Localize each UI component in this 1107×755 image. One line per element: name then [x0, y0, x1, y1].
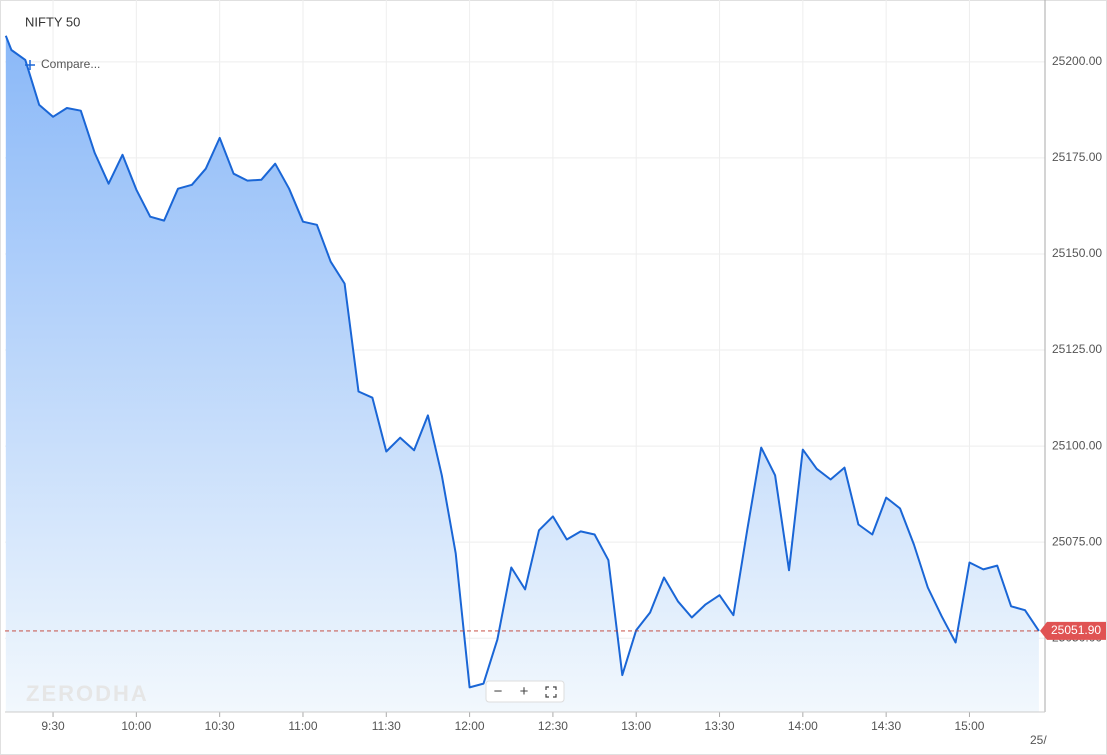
y-tick-label: 25075.00 [1052, 534, 1102, 548]
zoom-out-button[interactable]: − [494, 683, 503, 700]
fullscreen-button[interactable] [545, 686, 557, 698]
x-tick-label: 11:30 [372, 719, 401, 733]
watermark: ZERODHA [26, 681, 149, 706]
current-price-label: 25051.90 [1051, 623, 1101, 637]
x-tick-label: 14:30 [871, 719, 901, 733]
price-line [4, 35, 1040, 689]
current-price-tag [1040, 621, 1106, 640]
date-label: 25/ [1030, 733, 1047, 747]
compare-button[interactable]: Compare... [25, 57, 100, 71]
x-tick-label: 10:30 [205, 719, 235, 733]
y-tick-label: 25200.00 [1052, 54, 1102, 68]
x-tick-label: 13:30 [705, 719, 735, 733]
x-tick-label: 15:00 [954, 719, 984, 733]
y-tick-label: 25150.00 [1052, 246, 1102, 260]
y-tick-label: 25125.00 [1052, 342, 1102, 356]
chart-title: NIFTY 50 [25, 14, 80, 29]
zoom-in-button[interactable]: + [520, 683, 529, 700]
x-tick-label: 12:00 [455, 719, 485, 733]
x-tick-label: 12:30 [538, 719, 568, 733]
y-tick-label: 25100.00 [1052, 438, 1102, 452]
zoom-controls [485, 680, 565, 703]
x-tick-label: 11:00 [288, 719, 317, 733]
x-tick-label: 10:00 [121, 719, 151, 733]
x-tick-label: 14:00 [788, 719, 818, 733]
x-tick-label: 9:30 [41, 719, 65, 733]
area-fill [5, 35, 1039, 712]
x-tick-label: 13:00 [621, 719, 651, 733]
y-tick-label: 25175.00 [1052, 150, 1102, 164]
compare-label[interactable]: Compare... [41, 57, 100, 71]
